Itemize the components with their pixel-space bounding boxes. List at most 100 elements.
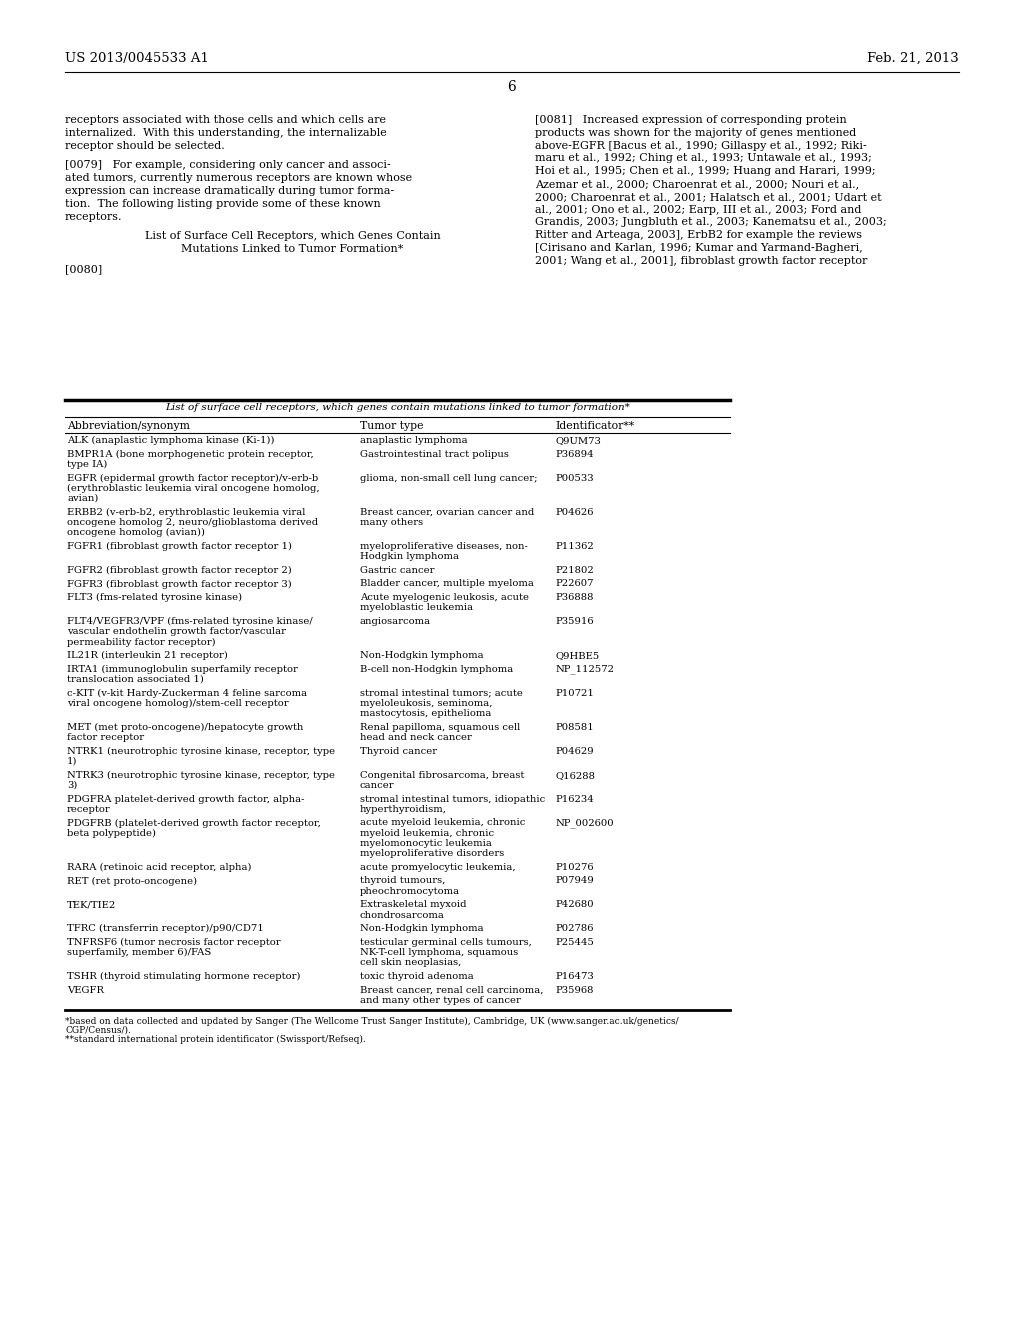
Text: P04626: P04626: [555, 508, 594, 516]
Text: PDGFRA platelet-derived growth factor, alpha-: PDGFRA platelet-derived growth factor, a…: [67, 795, 304, 804]
Text: above-EGFR [Bacus et al., 1990; Gillaspy et al., 1992; Riki-: above-EGFR [Bacus et al., 1990; Gillaspy…: [535, 141, 866, 150]
Text: RET (ret proto-oncogene): RET (ret proto-oncogene): [67, 876, 198, 886]
Text: Q9UM73: Q9UM73: [555, 436, 601, 445]
Text: oncogene homolog 2, neuro/glioblastoma derived: oncogene homolog 2, neuro/glioblastoma d…: [67, 517, 318, 527]
Text: Bladder cancer, multiple myeloma: Bladder cancer, multiple myeloma: [360, 579, 534, 589]
Text: myelomonocytic leukemia: myelomonocytic leukemia: [360, 838, 492, 847]
Text: Non-Hodgkin lymphoma: Non-Hodgkin lymphoma: [360, 651, 483, 660]
Text: [Cirisano and Karlan, 1996; Kumar and Yarmand-Bagheri,: [Cirisano and Karlan, 1996; Kumar and Ya…: [535, 243, 863, 253]
Text: 2000; Charoenrat et al., 2001; Halatsch et al., 2001; Udart et: 2000; Charoenrat et al., 2001; Halatsch …: [535, 191, 882, 202]
Text: angiosarcoma: angiosarcoma: [360, 616, 431, 626]
Text: TNFRSF6 (tumor necrosis factor receptor: TNFRSF6 (tumor necrosis factor receptor: [67, 939, 281, 946]
Text: P21802: P21802: [555, 566, 594, 574]
Text: receptor: receptor: [67, 805, 111, 813]
Text: receptor should be selected.: receptor should be selected.: [65, 141, 224, 150]
Text: translocation associated 1): translocation associated 1): [67, 675, 204, 684]
Text: TFRC (transferrin receptor)/p90/CD71: TFRC (transferrin receptor)/p90/CD71: [67, 924, 264, 933]
Text: Gastric cancer: Gastric cancer: [360, 566, 434, 574]
Text: 1): 1): [67, 756, 78, 766]
Text: Hodgkin lymphoma: Hodgkin lymphoma: [360, 552, 459, 561]
Text: mastocytosis, epithelioma: mastocytosis, epithelioma: [360, 709, 492, 718]
Text: receptors associated with those cells and which cells are: receptors associated with those cells an…: [65, 115, 386, 125]
Text: *based on data collected and updated by Sanger (The Wellcome Trust Sanger Instit: *based on data collected and updated by …: [65, 1016, 679, 1026]
Text: Congenital fibrosarcoma, breast: Congenital fibrosarcoma, breast: [360, 771, 524, 780]
Text: Gastrointestinal tract polipus: Gastrointestinal tract polipus: [360, 450, 509, 459]
Text: type IA): type IA): [67, 459, 108, 469]
Text: maru et al., 1992; Ching et al., 1993; Untawale et al., 1993;: maru et al., 1992; Ching et al., 1993; U…: [535, 153, 871, 164]
Text: RARA (retinoic acid receptor, alpha): RARA (retinoic acid receptor, alpha): [67, 863, 252, 871]
Text: NP_112572: NP_112572: [555, 665, 614, 675]
Text: expression can increase dramatically during tumor forma-: expression can increase dramatically dur…: [65, 186, 394, 197]
Text: Thyroid cancer: Thyroid cancer: [360, 747, 437, 755]
Text: P08581: P08581: [555, 723, 594, 731]
Text: hyperthyroidism,: hyperthyroidism,: [360, 805, 447, 813]
Text: NTRK1 (neurotrophic tyrosine kinase, receptor, type: NTRK1 (neurotrophic tyrosine kinase, rec…: [67, 747, 335, 756]
Text: thyroid tumours,: thyroid tumours,: [360, 876, 445, 886]
Text: myeloleukosis, seminoma,: myeloleukosis, seminoma,: [360, 698, 493, 708]
Text: Extraskeletal myxoid: Extraskeletal myxoid: [360, 900, 467, 909]
Text: Breast cancer, ovarian cancer and: Breast cancer, ovarian cancer and: [360, 508, 535, 516]
Text: P02786: P02786: [555, 924, 594, 933]
Text: Q16288: Q16288: [555, 771, 595, 780]
Text: factor receptor: factor receptor: [67, 733, 144, 742]
Text: glioma, non-small cell lung cancer;: glioma, non-small cell lung cancer;: [360, 474, 538, 483]
Text: and many other types of cancer: and many other types of cancer: [360, 995, 521, 1005]
Text: List of Surface Cell Receptors, which Genes Contain: List of Surface Cell Receptors, which Ge…: [144, 231, 440, 242]
Text: oncogene homolog (avian)): oncogene homolog (avian)): [67, 528, 205, 537]
Text: FGFR1 (fibroblast growth factor receptor 1): FGFR1 (fibroblast growth factor receptor…: [67, 541, 292, 550]
Text: anaplastic lymphoma: anaplastic lymphoma: [360, 436, 468, 445]
Text: pheochromocytoma: pheochromocytoma: [360, 887, 460, 895]
Text: myeloproliferative diseases, non-: myeloproliferative diseases, non-: [360, 541, 528, 550]
Text: Breast cancer, renal cell carcinoma,: Breast cancer, renal cell carcinoma,: [360, 986, 544, 995]
Text: [0080]: [0080]: [65, 264, 102, 275]
Text: P35916: P35916: [555, 616, 594, 626]
Text: acute promyelocytic leukemia,: acute promyelocytic leukemia,: [360, 863, 516, 871]
Text: P16473: P16473: [555, 972, 594, 981]
Text: List of surface cell receptors, which genes contain mutations linked to tumor fo: List of surface cell receptors, which ge…: [165, 403, 630, 412]
Text: Mutations Linked to Tumor Formation*: Mutations Linked to Tumor Formation*: [181, 244, 403, 255]
Text: cancer: cancer: [360, 781, 394, 789]
Text: many others: many others: [360, 517, 423, 527]
Text: EGFR (epidermal growth factor receptor)/v-erb-b: EGFR (epidermal growth factor receptor)/…: [67, 474, 318, 483]
Text: Acute myelogenic leukosis, acute: Acute myelogenic leukosis, acute: [360, 593, 529, 602]
Text: P04629: P04629: [555, 747, 594, 755]
Text: Identificator**: Identificator**: [555, 421, 634, 432]
Text: BMPR1A (bone morphogenetic protein receptor,: BMPR1A (bone morphogenetic protein recep…: [67, 450, 313, 459]
Text: P22607: P22607: [555, 579, 594, 589]
Text: beta polypeptide): beta polypeptide): [67, 829, 156, 838]
Text: stromal intestinal tumors; acute: stromal intestinal tumors; acute: [360, 689, 523, 698]
Text: Azemar et al., 2000; Charoenrat et al., 2000; Nouri et al.,: Azemar et al., 2000; Charoenrat et al., …: [535, 180, 859, 189]
Text: IRTA1 (immunoglobulin superfamily receptor: IRTA1 (immunoglobulin superfamily recept…: [67, 665, 298, 675]
Text: products was shown for the majority of genes mentioned: products was shown for the majority of g…: [535, 128, 856, 137]
Text: P35968: P35968: [555, 986, 594, 995]
Text: Q9HBE5: Q9HBE5: [555, 651, 599, 660]
Text: Feb. 21, 2013: Feb. 21, 2013: [867, 51, 959, 65]
Text: permeability factor receptor): permeability factor receptor): [67, 638, 216, 647]
Text: stromal intestinal tumors, idiopathic: stromal intestinal tumors, idiopathic: [360, 795, 545, 804]
Text: FLT4/VEGFR3/VPF (fms-related tyrosine kinase/: FLT4/VEGFR3/VPF (fms-related tyrosine ki…: [67, 616, 312, 626]
Text: NTRK3 (neurotrophic tyrosine kinase, receptor, type: NTRK3 (neurotrophic tyrosine kinase, rec…: [67, 771, 335, 780]
Text: **standard international protein identificator (Swissport/Refseq).: **standard international protein identif…: [65, 1035, 366, 1044]
Text: Abbreviation/synonym: Abbreviation/synonym: [67, 421, 189, 432]
Text: al., 2001; Ono et al., 2002; Earp, III et al., 2003; Ford and: al., 2001; Ono et al., 2002; Earp, III e…: [535, 205, 861, 215]
Text: Hoi et al., 1995; Chen et al., 1999; Huang and Harari, 1999;: Hoi et al., 1995; Chen et al., 1999; Hua…: [535, 166, 876, 176]
Text: (erythroblastic leukemia viral oncogene homolog,: (erythroblastic leukemia viral oncogene …: [67, 484, 319, 492]
Text: P36894: P36894: [555, 450, 594, 459]
Text: P42680: P42680: [555, 900, 594, 909]
Text: MET (met proto-oncogene)/hepatocyte growth: MET (met proto-oncogene)/hepatocyte grow…: [67, 723, 303, 731]
Text: myeloproliferative disorders: myeloproliferative disorders: [360, 849, 504, 858]
Text: myeloid leukemia, chronic: myeloid leukemia, chronic: [360, 829, 495, 838]
Text: ated tumors, currently numerous receptors are known whose: ated tumors, currently numerous receptor…: [65, 173, 412, 183]
Text: IL21R (interleukin 21 receptor): IL21R (interleukin 21 receptor): [67, 651, 228, 660]
Text: chondrosarcoma: chondrosarcoma: [360, 911, 444, 920]
Text: avian): avian): [67, 494, 98, 503]
Text: P36888: P36888: [555, 593, 594, 602]
Text: TEK/TIE2: TEK/TIE2: [67, 900, 117, 909]
Text: acute myeloid leukemia, chronic: acute myeloid leukemia, chronic: [360, 818, 525, 828]
Text: P07949: P07949: [555, 876, 594, 886]
Text: B-cell non-Hodgkin lymphoma: B-cell non-Hodgkin lymphoma: [360, 665, 513, 673]
Text: 2001; Wang et al., 2001], fibroblast growth factor receptor: 2001; Wang et al., 2001], fibroblast gro…: [535, 256, 867, 265]
Text: 3): 3): [67, 781, 78, 789]
Text: 6: 6: [508, 81, 516, 94]
Text: PDGFRB (platelet-derived growth factor receptor,: PDGFRB (platelet-derived growth factor r…: [67, 818, 321, 828]
